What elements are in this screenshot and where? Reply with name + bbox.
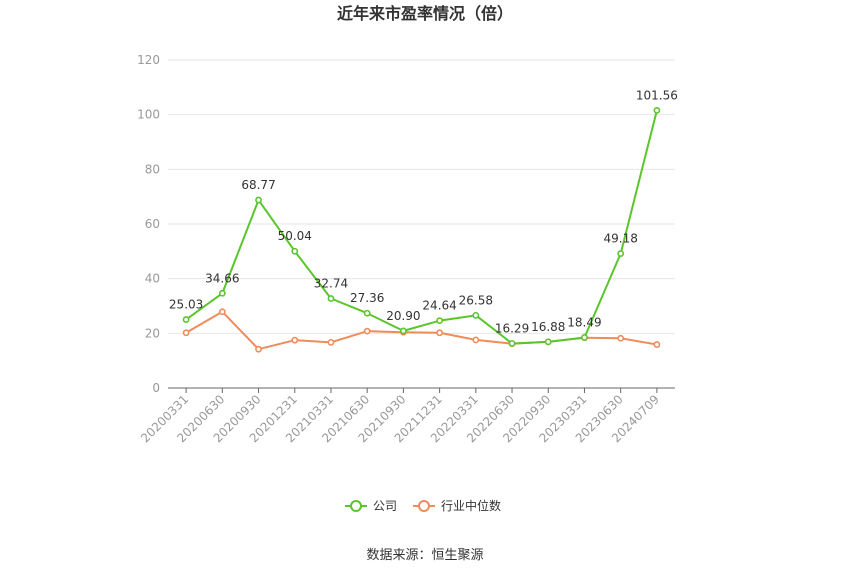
y-tick-label: 80: [145, 162, 160, 176]
data-point[interactable]: [544, 338, 552, 346]
chart-title: 近年来市盈率情况（倍）: [337, 4, 513, 23]
y-tick-label: 20: [145, 326, 160, 340]
legend-swatch-marker: [350, 500, 362, 512]
data-point[interactable]: [472, 336, 480, 344]
data-point[interactable]: [436, 317, 444, 325]
data-point[interactable]: [472, 311, 480, 319]
y-tick-label: 0: [152, 381, 160, 395]
data-point[interactable]: [255, 196, 262, 204]
legend-label: 公司: [373, 499, 397, 513]
x-axis: 2020033120200630202009302020123120210331…: [138, 387, 675, 445]
data-label: 34.66: [205, 271, 239, 285]
data-point[interactable]: [581, 334, 588, 341]
data-point[interactable]: [363, 327, 371, 335]
legend-swatch-marker: [418, 500, 430, 512]
series-line: [185, 110, 658, 345]
data-point[interactable]: [617, 250, 625, 257]
data-point[interactable]: [327, 295, 335, 302]
y-tick-label: 40: [145, 272, 160, 286]
legend-label: 行业中位数: [441, 498, 501, 513]
data-point[interactable]: [508, 340, 516, 347]
data-label: 68.77: [241, 178, 275, 192]
data-point[interactable]: [617, 334, 625, 342]
data-label: 20.90: [386, 309, 420, 323]
data-point[interactable]: [255, 345, 262, 353]
data-label: 24.64: [422, 299, 456, 313]
legend-item-1[interactable]: 行业中位数: [413, 498, 501, 513]
data-point[interactable]: [653, 107, 661, 114]
data-label: 32.74: [314, 277, 348, 291]
data-point[interactable]: [291, 247, 299, 255]
data-point[interactable]: [653, 341, 661, 348]
data-label: 25.03: [169, 298, 203, 312]
data-label: 101.56: [636, 88, 678, 102]
data-label: 49.18: [603, 232, 637, 246]
legend[interactable]: 公司 行业中位数: [345, 498, 501, 513]
data-point[interactable]: [327, 338, 335, 346]
data-label: 16.88: [531, 320, 565, 334]
data-label: 16.29: [495, 321, 529, 335]
data-point[interactable]: [363, 309, 371, 317]
data-label: 18.49: [567, 315, 601, 329]
data-label: 50.04: [278, 229, 312, 243]
data-point[interactable]: [436, 329, 444, 337]
data-point[interactable]: [399, 327, 407, 335]
y-tick-label: 60: [145, 217, 160, 231]
data-point[interactable]: [182, 316, 190, 323]
y-tick-label: 120: [137, 53, 160, 67]
grid-lines: [168, 59, 675, 334]
y-axis: 0 20 40 60 80 100 120: [137, 53, 160, 395]
data-point[interactable]: [218, 289, 226, 297]
legend-item-0[interactable]: 公司: [345, 499, 397, 513]
source-note: 数据来源：恒生聚源: [366, 548, 483, 563]
data-label: 27.36: [350, 291, 384, 305]
data-label: 26.58: [459, 293, 493, 307]
data-point[interactable]: [218, 308, 226, 316]
data-point[interactable]: [182, 329, 190, 337]
data-point[interactable]: [291, 336, 299, 344]
y-tick-label: 100: [137, 108, 160, 122]
